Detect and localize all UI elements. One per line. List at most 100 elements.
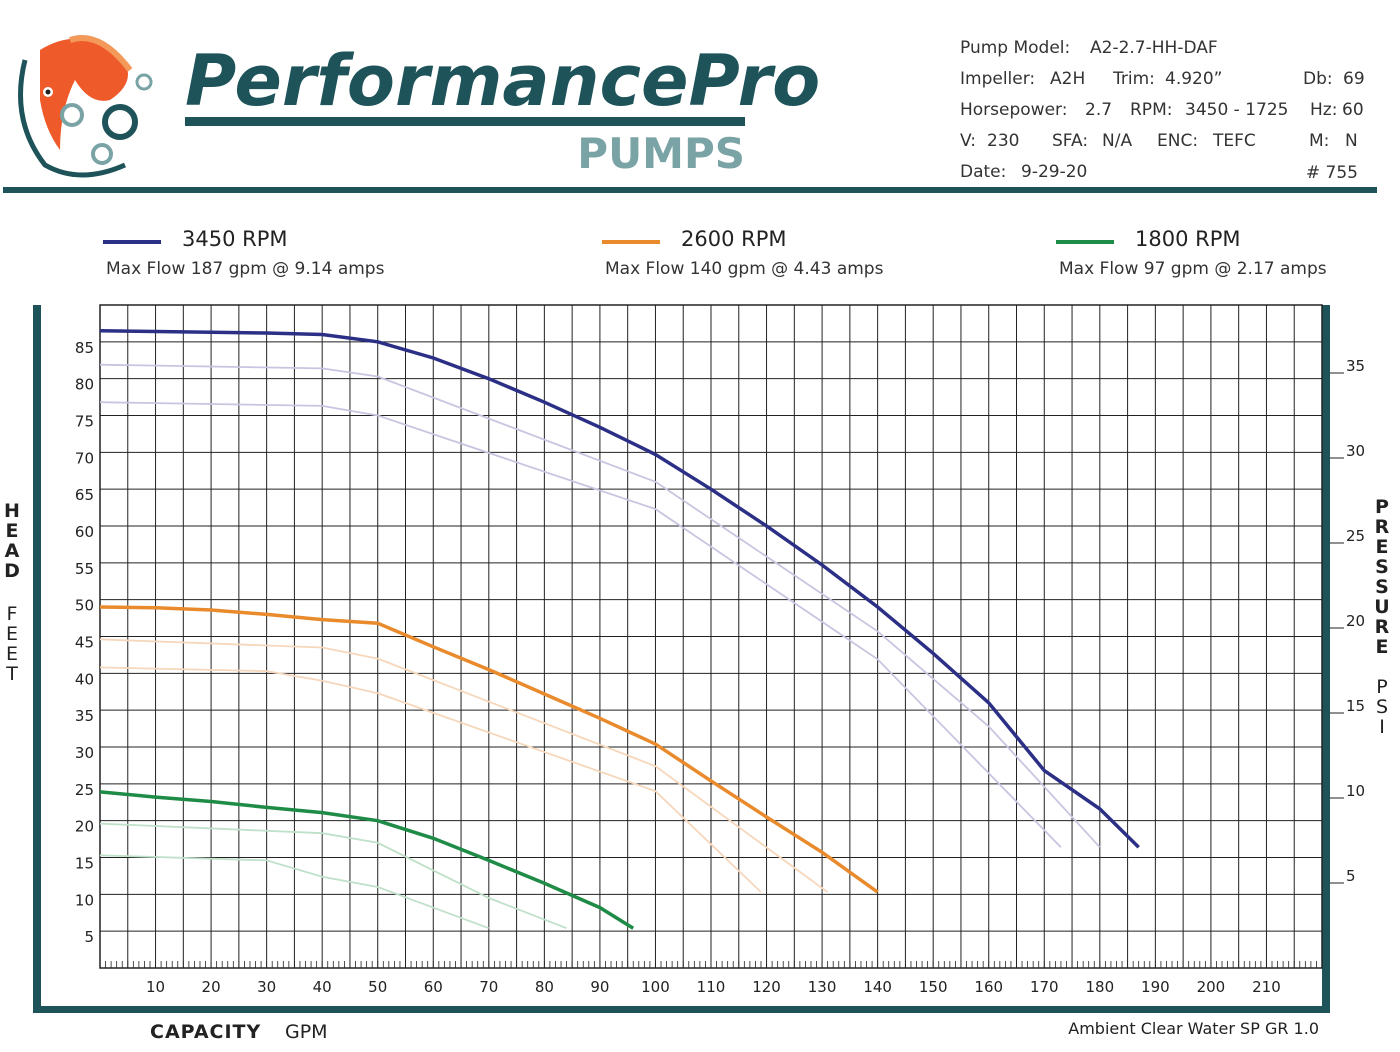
spec-value: N (1345, 131, 1358, 151)
x-tick-label: 70 (479, 978, 498, 996)
spec-label: Horsepower: (960, 100, 1067, 120)
spec-value: 2.7 (1085, 100, 1112, 120)
y-tick-label: 70 (75, 449, 94, 467)
spec-label: SFA: (1052, 131, 1088, 151)
header-rule (3, 187, 1377, 193)
curve (99, 401, 1062, 848)
x-tick-label: 80 (535, 978, 554, 996)
spec-label: RPM: (1130, 100, 1172, 120)
x-tick-label: 200 (1197, 978, 1226, 996)
brand-underline (185, 117, 745, 126)
y2-tick-label: 35 (1346, 357, 1365, 375)
legend-label: 2600 RPM (681, 227, 787, 251)
x-tick-label: 190 (1141, 978, 1170, 996)
x-tick-label: 100 (641, 978, 670, 996)
spec-value: 4.920” (1165, 69, 1222, 89)
curve (99, 605, 879, 894)
y-tick-label: 35 (75, 707, 94, 725)
x-tick-label: 140 (863, 978, 892, 996)
x-tick-label: 60 (424, 978, 443, 996)
x-tick-label: 160 (974, 978, 1003, 996)
curve (99, 666, 762, 893)
y2-tick-label: 10 (1346, 782, 1365, 800)
spec-value: TEFC (1212, 131, 1256, 151)
x-tick-label: 90 (590, 978, 609, 996)
y2-tick-label: 25 (1346, 527, 1365, 545)
curve (99, 822, 567, 930)
y2-tick-label: 20 (1346, 612, 1365, 630)
y-tick-label: 30 (75, 744, 94, 762)
spec-label: Trim: (1112, 69, 1155, 89)
y-tick-label: 15 (75, 855, 94, 873)
y2-tick-label: 15 (1346, 697, 1365, 715)
brand: PerformancePro (185, 40, 820, 122)
y-tick-label: 65 (75, 486, 94, 504)
y-axis-unit: FEET (1, 603, 23, 683)
y2-tick-label: 30 (1346, 442, 1365, 460)
x-tick-label: 30 (257, 978, 276, 996)
spec-value: A2-2.7-HH-DAF (1090, 38, 1218, 58)
x-tick-label: 150 (919, 978, 948, 996)
legend-note: Max Flow 97 gpm @ 2.17 amps (1059, 259, 1327, 279)
x-tick-label: 50 (368, 978, 387, 996)
curve (99, 363, 1101, 848)
brand-sub: PUMPS (577, 129, 745, 178)
spec-label: ENC: (1157, 131, 1198, 151)
y-tick-label: 45 (75, 634, 94, 652)
legend-label: 1800 RPM (1135, 227, 1241, 251)
spec-label: Db: (1303, 69, 1333, 89)
x-tick-label: 120 (752, 978, 781, 996)
chart-number: # 755 (1306, 163, 1358, 183)
x-axis-label: CAPACITY (150, 1021, 261, 1043)
frame (1322, 305, 1330, 1013)
x-tick-label: 40 (313, 978, 332, 996)
x-tick-label: 210 (1252, 978, 1281, 996)
y-tick-label: 20 (75, 818, 94, 836)
curve (99, 329, 1140, 849)
y-tick-label: 80 (75, 376, 94, 394)
x-tick-label: 170 (1030, 978, 1059, 996)
x-tick-label: 130 (808, 978, 837, 996)
spec-label: Impeller: (960, 69, 1035, 89)
y-tick-label: 50 (75, 597, 94, 615)
frame (33, 305, 41, 1013)
y2-axis-unit: PSI (1371, 676, 1393, 736)
specs: Pump Model: A2-2.7-HH-DAF Impeller: A2H Trim… (960, 38, 1365, 182)
x-tick-label: 110 (697, 978, 726, 996)
x-tick-label: 180 (1085, 978, 1114, 996)
legend-note: Max Flow 187 gpm @ 9.14 amps (106, 259, 385, 279)
y-tick-label: 25 (75, 781, 94, 799)
x-axis-unit: GPM (285, 1021, 328, 1043)
spec-value: 3450 - 1725 (1185, 100, 1288, 120)
curve (99, 854, 490, 930)
footnote: Ambient Clear Water SP GR 1.0 (1068, 1019, 1319, 1038)
spec-value: 60 (1342, 100, 1364, 120)
x-tick-label: 10 (146, 978, 165, 996)
y-tick-label: 5 (84, 928, 94, 946)
spec-value: 230 (987, 131, 1019, 151)
spec-value: 9-29-20 (1021, 162, 1087, 182)
x-tick-label: 20 (202, 978, 221, 996)
y-axis-label: HEAD (1, 500, 23, 580)
curve (99, 790, 635, 930)
spec-value: N/A (1102, 131, 1132, 151)
spec-value: A2H (1050, 69, 1085, 89)
y-tick-label: 75 (75, 413, 94, 431)
frame (33, 1006, 1330, 1013)
legend-label: 3450 RPM (182, 227, 288, 251)
y-tick-label: 55 (75, 560, 94, 578)
curve (99, 638, 829, 893)
legend-note: Max Flow 140 gpm @ 4.43 amps (605, 259, 884, 279)
y2-axis-label: PRESSURE (1371, 496, 1393, 656)
spec-label: Pump Model: (960, 38, 1070, 58)
y-tick-label: 10 (75, 891, 94, 909)
spec-label: V: (960, 131, 976, 151)
spec-value: 69 (1343, 69, 1365, 89)
y-tick-label: 40 (75, 670, 94, 688)
logo (18, 35, 153, 178)
spec-label: M: (1309, 131, 1329, 151)
y2-tick-label: 5 (1346, 867, 1356, 885)
y-tick-label: 60 (75, 523, 94, 541)
